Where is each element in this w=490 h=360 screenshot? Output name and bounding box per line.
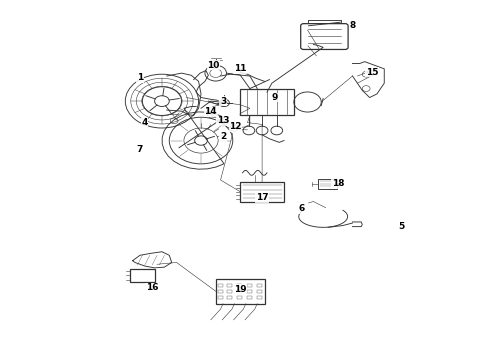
Text: 17: 17 [256, 193, 269, 202]
Text: 2: 2 [220, 132, 226, 141]
Text: 9: 9 [271, 93, 277, 102]
Text: 18: 18 [332, 179, 344, 188]
Text: 7: 7 [137, 145, 143, 154]
Text: 11: 11 [234, 64, 246, 73]
Text: 4: 4 [142, 118, 148, 127]
Text: 14: 14 [204, 107, 217, 116]
Text: 3: 3 [220, 96, 226, 105]
Text: 5: 5 [398, 222, 404, 231]
Text: 16: 16 [146, 283, 158, 292]
Text: 6: 6 [298, 204, 304, 213]
Text: 12: 12 [229, 122, 242, 131]
Text: 13: 13 [217, 116, 229, 125]
Text: 19: 19 [234, 285, 246, 294]
Text: 1: 1 [137, 73, 143, 82]
Text: 15: 15 [366, 68, 378, 77]
Text: 8: 8 [349, 21, 356, 30]
Text: 10: 10 [207, 61, 220, 70]
